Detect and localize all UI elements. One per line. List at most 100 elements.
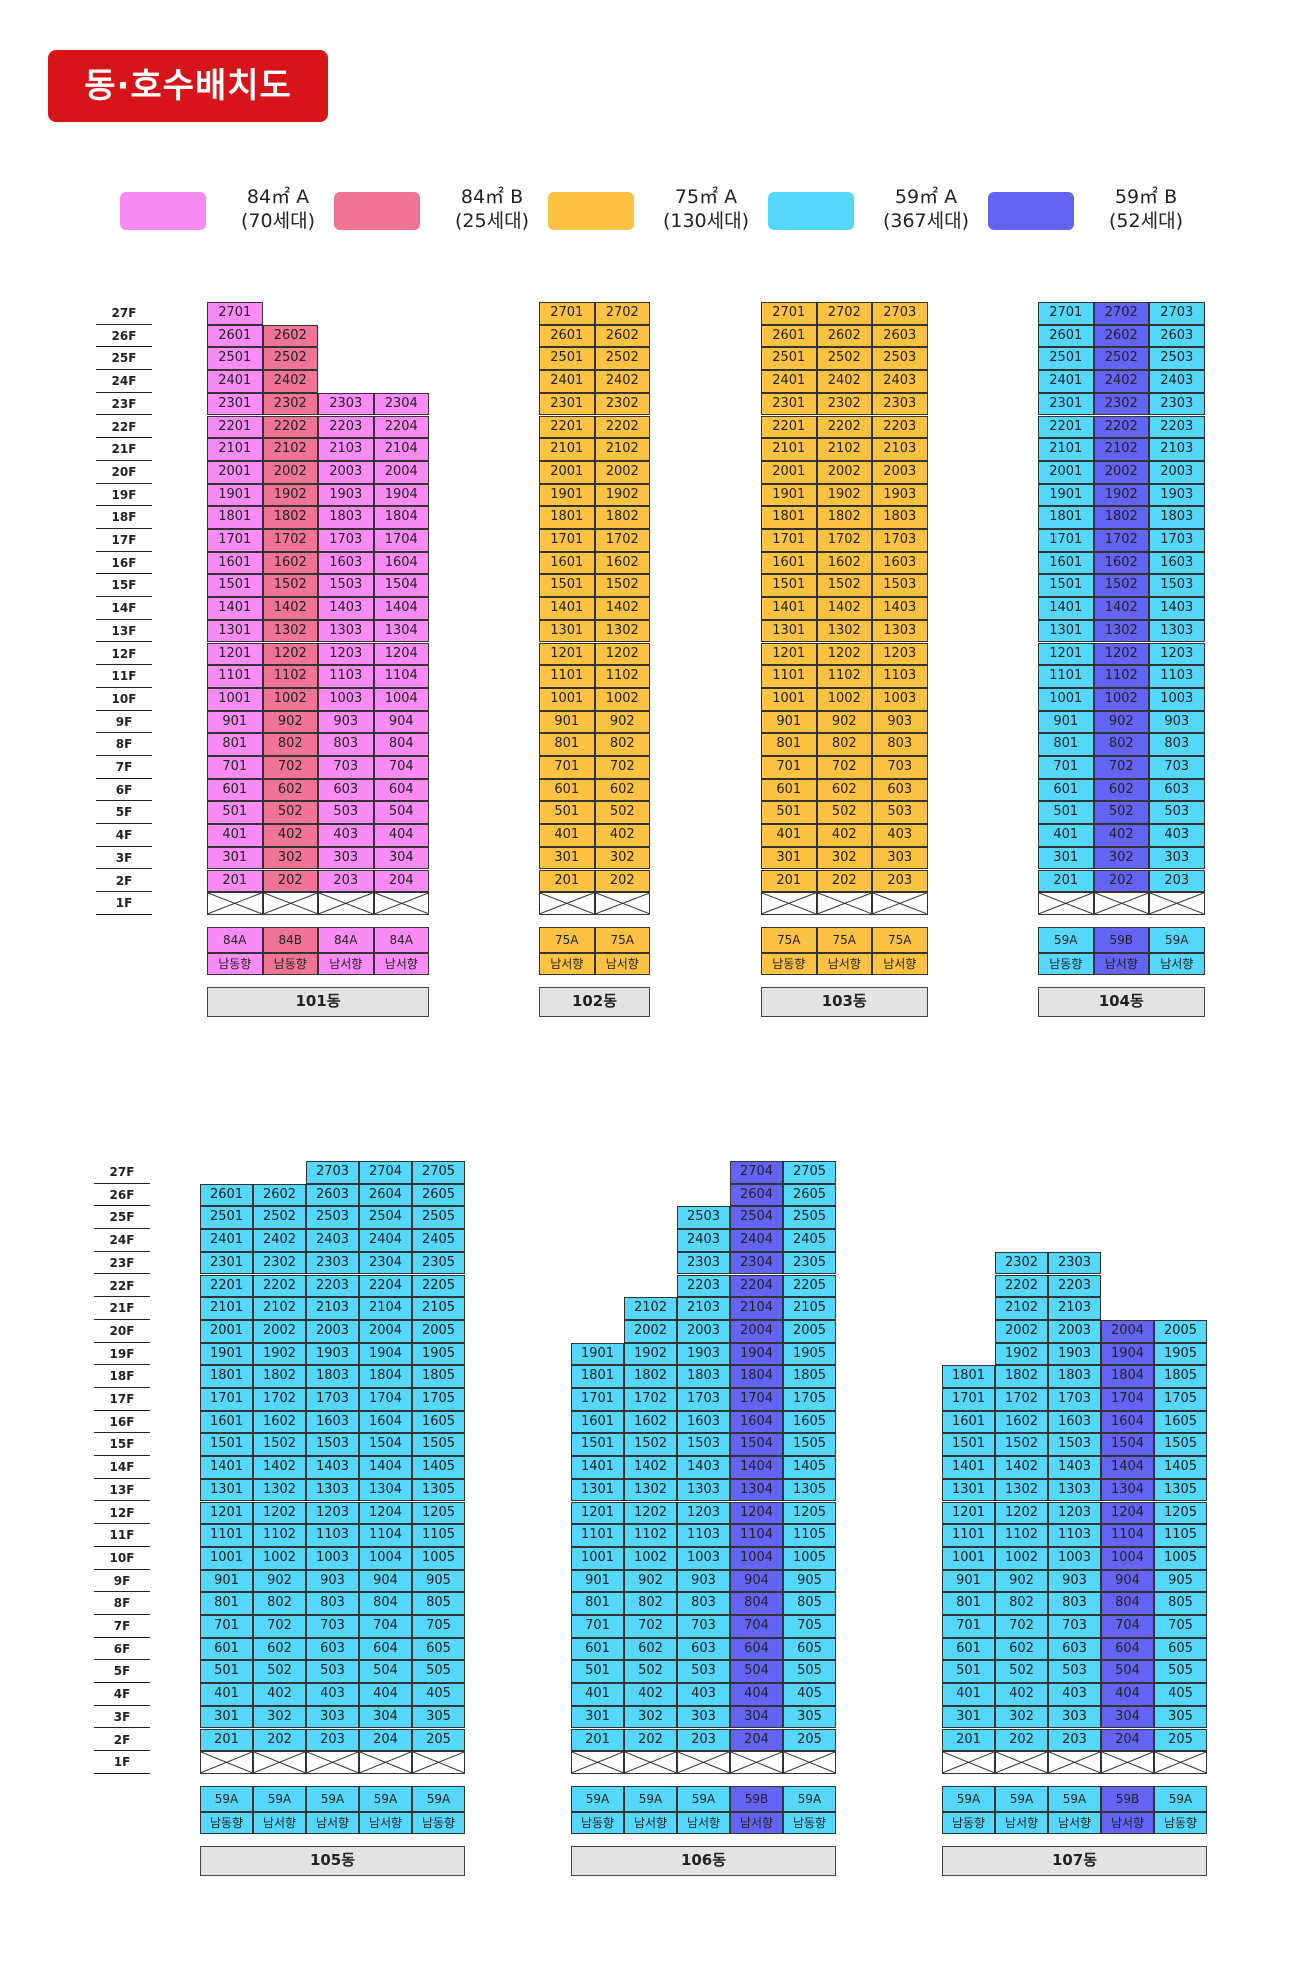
unit-cell: 303 xyxy=(306,1705,359,1729)
unit-cell: 703 xyxy=(1149,756,1205,779)
unit-cell: 2503 xyxy=(1149,347,1205,371)
unit-cell: 1703 xyxy=(1149,529,1205,552)
unit-cell: 1303 xyxy=(872,619,928,643)
unit-type-cell: 59B xyxy=(1101,1785,1154,1812)
unit-cell: 2501 xyxy=(207,347,263,371)
unit-cell: 1205 xyxy=(412,1501,465,1525)
unit-cell: 2202 xyxy=(253,1274,306,1298)
unit-cell: 1101 xyxy=(539,665,595,688)
unit-cell: 701 xyxy=(1038,756,1094,779)
unit-cell: 2302 xyxy=(253,1251,306,1275)
unit-cell: 1001 xyxy=(761,687,817,711)
floor-label: 25F xyxy=(94,1206,150,1230)
unit-cell: 1402 xyxy=(995,1456,1048,1479)
unit-cell: 405 xyxy=(1154,1683,1207,1706)
unit-cell: 2205 xyxy=(783,1274,836,1298)
unit-cell: 903 xyxy=(306,1569,359,1593)
unit-cell: 2603 xyxy=(306,1183,359,1207)
unit-cell: 2602 xyxy=(1093,324,1149,348)
unit-cell: 2103 xyxy=(306,1297,359,1320)
unit-type-cell: 84B xyxy=(262,926,318,953)
unit-cell: 801 xyxy=(200,1592,253,1615)
unit-cell: 1804 xyxy=(373,506,429,529)
direction-cell: 남서향 xyxy=(730,1811,783,1834)
unit-cell: 1701 xyxy=(942,1388,995,1411)
unit-cell: 1803 xyxy=(318,506,374,529)
floor-label: 23F xyxy=(96,393,152,416)
unit-type-cell: 59A xyxy=(200,1785,253,1812)
unit-cell: 603 xyxy=(318,778,374,802)
unit-cell: 501 xyxy=(539,801,595,825)
unit-cell: 2003 xyxy=(306,1319,359,1343)
floor-label: 5F xyxy=(96,801,152,825)
unit-cell: 601 xyxy=(942,1637,995,1661)
unit-cell: 1105 xyxy=(412,1524,465,1547)
unit-cell: 501 xyxy=(207,801,263,825)
unit-cell: 2302 xyxy=(1093,392,1149,416)
unit-cell: 2303 xyxy=(318,392,374,416)
unit-cell: 1901 xyxy=(200,1342,253,1366)
legend-swatch xyxy=(548,192,634,230)
unit-cell: 2105 xyxy=(412,1297,465,1320)
unit-cell: 2601 xyxy=(539,324,595,348)
floor-label: 18F xyxy=(96,506,152,529)
unit-cell: 202 xyxy=(995,1728,1048,1752)
unit-cell: 1505 xyxy=(783,1433,836,1457)
unit-cell: 903 xyxy=(872,710,928,734)
floor-label: 23F xyxy=(94,1252,150,1275)
unit-cell: 1303 xyxy=(306,1478,359,1502)
unit-cell: 1501 xyxy=(207,574,263,598)
floor-label: 16F xyxy=(96,552,152,575)
unit-cell: 1303 xyxy=(1048,1478,1101,1502)
unit-cell: 1201 xyxy=(1038,642,1094,666)
unit-cell: 1602 xyxy=(262,551,318,575)
unit-cell: 1701 xyxy=(539,529,595,552)
unit-cell: 1001 xyxy=(200,1546,253,1570)
unit-cell: 2001 xyxy=(761,460,817,484)
unit-cell: 805 xyxy=(1154,1592,1207,1615)
unit-cell: 2001 xyxy=(200,1319,253,1343)
unit-cell: 1103 xyxy=(872,665,928,688)
unit-cell: 1903 xyxy=(1048,1342,1101,1366)
unit-cell: 2502 xyxy=(1093,347,1149,371)
unit-cell: 403 xyxy=(872,824,928,847)
unit-cell: 1703 xyxy=(872,529,928,552)
floor-label: 18F xyxy=(94,1365,150,1388)
unit-cell: 302 xyxy=(816,846,872,870)
unit-cell: 804 xyxy=(730,1592,783,1615)
floor-label: 2F xyxy=(94,1729,150,1752)
unit-cell: 1102 xyxy=(262,665,318,688)
unit-cell: 1604 xyxy=(1101,1410,1154,1434)
unit-cell: 602 xyxy=(594,778,650,802)
unit-cell: 1902 xyxy=(253,1342,306,1366)
unit-cell: 303 xyxy=(1048,1705,1101,1729)
unit-cell: 1903 xyxy=(306,1342,359,1366)
building-name-label: 102동 xyxy=(539,986,650,1017)
direction-cell: 남서향 xyxy=(539,952,595,975)
unit-cell: 1001 xyxy=(539,687,595,711)
unit-cell: 802 xyxy=(995,1592,1048,1615)
unit-cell: 1504 xyxy=(1101,1433,1154,1457)
pilotis-cell xyxy=(373,892,429,915)
direction-cell: 남서향 xyxy=(1101,1811,1154,1834)
unit-cell: 1801 xyxy=(207,506,263,529)
unit-type-cell: 75A xyxy=(594,926,650,953)
unit-cell: 401 xyxy=(761,824,817,847)
unit-cell: 702 xyxy=(1093,756,1149,779)
unit-cell: 901 xyxy=(200,1569,253,1593)
unit-cell: 1502 xyxy=(594,574,650,598)
unit-cell: 2605 xyxy=(783,1183,836,1207)
unit-cell: 2505 xyxy=(412,1206,465,1230)
unit-cell: 802 xyxy=(816,733,872,756)
pilotis-cell xyxy=(677,1751,730,1774)
unit-type-cell: 59A xyxy=(412,1785,465,1812)
legend: 84㎡ A (70세대) 84㎡ B (25세대) 75㎡ A (130세대) 59㎡ A(… xyxy=(0,185,1300,245)
unit-cell: 501 xyxy=(571,1660,624,1684)
unit-cell: 1601 xyxy=(539,551,595,575)
unit-cell: 1402 xyxy=(253,1456,306,1479)
unit-cell: 802 xyxy=(262,733,318,756)
pilotis-cell xyxy=(783,1751,836,1774)
unit-cell: 901 xyxy=(942,1569,995,1593)
unit-cell: 1903 xyxy=(318,483,374,507)
unit-cell: 401 xyxy=(207,824,263,847)
